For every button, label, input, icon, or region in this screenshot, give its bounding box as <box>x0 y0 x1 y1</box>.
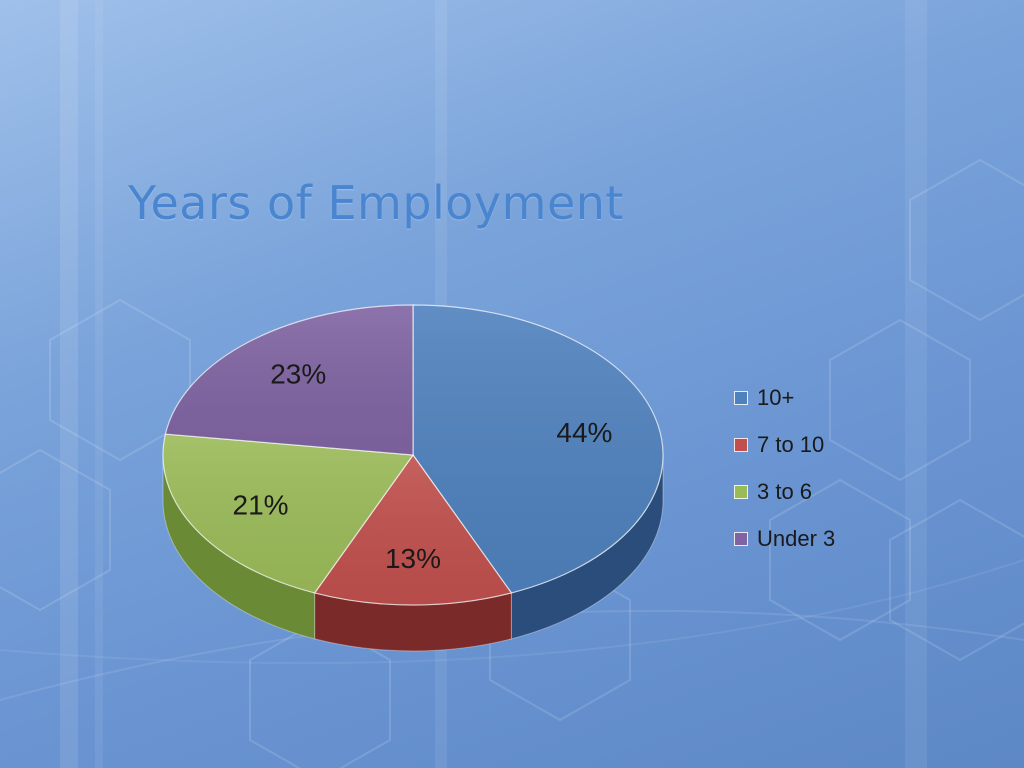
slice-10-plus-shade <box>413 305 664 593</box>
legend-label: Under 3 <box>757 525 836 551</box>
legend-swatch <box>734 437 748 452</box>
legend-item-3-to-6: 3 to 6 <box>734 468 835 515</box>
legend-item-10-plus: 10+ <box>734 374 835 421</box>
slice-under-3-shade <box>165 305 413 455</box>
legend-label: 3 to 6 <box>757 478 813 504</box>
data-label-slice-under-3: 23% <box>270 359 326 390</box>
data-label-slice-7-to-10: 13% <box>385 543 441 574</box>
legend-swatch <box>734 484 748 499</box>
legend-item-7-to-10: 7 to 10 <box>734 421 835 468</box>
legend-swatch <box>734 531 748 546</box>
chart-legend: 10+ 7 to 10 3 to 6 Under 3 <box>734 374 835 562</box>
slide-title: Years of Employment <box>128 176 624 230</box>
legend-item-under-3: Under 3 <box>734 515 835 562</box>
legend-swatch <box>734 390 748 405</box>
data-label-slice-10-plus: 44% <box>556 417 612 448</box>
slice-7-to-10-shade <box>314 455 512 605</box>
legend-label: 10+ <box>757 384 795 410</box>
slice-3-to-6-shade <box>163 434 413 593</box>
pie-tops <box>162 304 664 606</box>
pie-data-labels: 44% 13% 21% 23% <box>233 359 613 574</box>
legend-label: 7 to 10 <box>757 431 825 457</box>
data-label-slice-3-to-6: 21% <box>233 490 289 521</box>
